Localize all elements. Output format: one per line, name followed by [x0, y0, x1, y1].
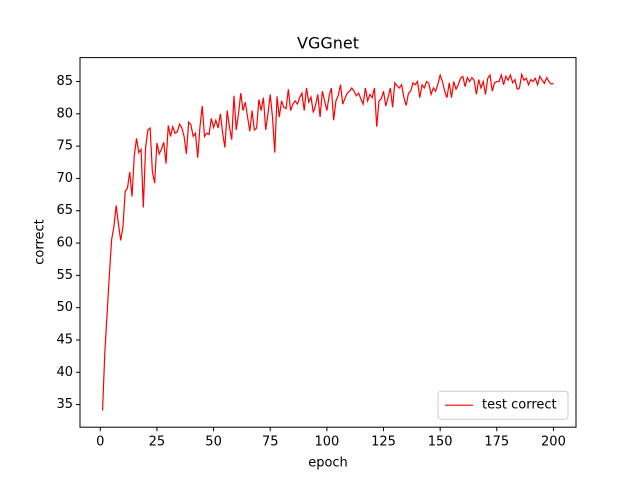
legend-box: [437, 390, 569, 420]
y-axis-label: correct: [33, 219, 48, 265]
x-tick-label: 25: [149, 435, 166, 450]
y-tick-label: 85: [56, 74, 73, 89]
x-tick-label: 175: [484, 435, 509, 450]
y-tick-label: 35: [56, 397, 73, 412]
x-tick-label: 150: [428, 435, 453, 450]
y-tick-label: 45: [56, 332, 73, 347]
x-tick-label: 100: [314, 435, 339, 450]
x-tick-label: 50: [205, 435, 222, 450]
y-tick-label: 55: [56, 268, 73, 283]
legend-label: test correct: [482, 398, 557, 413]
y-tick-label: 75: [56, 139, 73, 154]
x-tick-label: 125: [371, 435, 396, 450]
x-tick-label: 200: [541, 435, 566, 450]
plot-frame: [79, 57, 577, 428]
x-axis-label: epoch: [308, 456, 348, 471]
y-tick-label: 60: [56, 236, 73, 251]
y-tick-label: 50: [56, 300, 73, 315]
data-line: [101, 72, 554, 411]
y-tick-label: 70: [56, 171, 73, 186]
y-tick-label: 40: [56, 365, 73, 380]
x-tick-label: 75: [262, 435, 279, 450]
y-tick-label: 80: [56, 106, 73, 121]
y-tick-label: 65: [56, 203, 73, 218]
chart-title: VGGnet: [297, 34, 359, 53]
x-tick-label: 0: [96, 435, 104, 450]
